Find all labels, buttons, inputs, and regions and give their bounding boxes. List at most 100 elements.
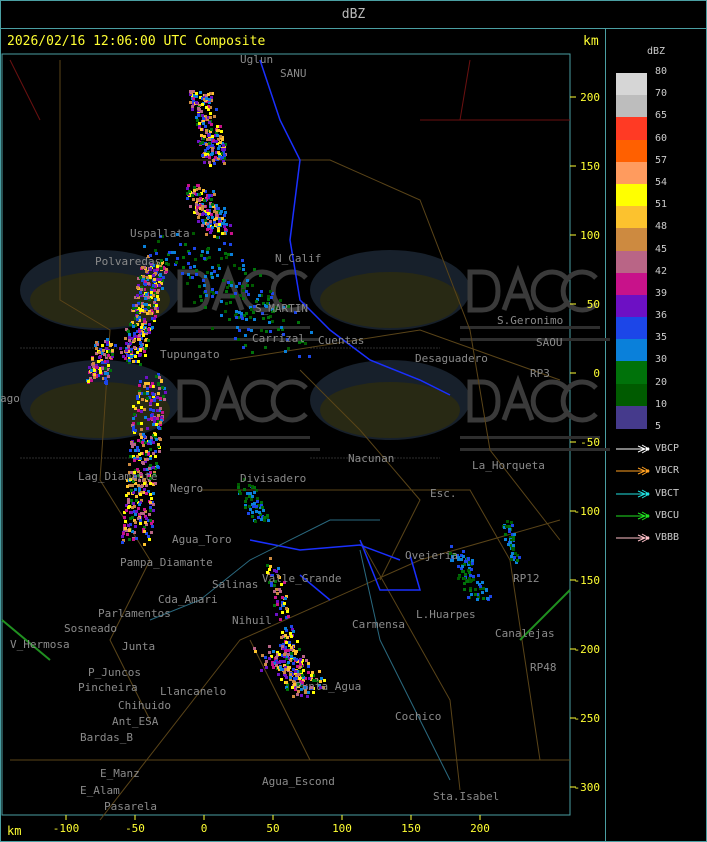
radar-echo xyxy=(264,656,267,659)
radar-echo xyxy=(210,128,213,131)
radar-echo xyxy=(191,108,194,111)
radar-echo xyxy=(284,636,287,639)
radar-echo xyxy=(510,539,513,542)
radar-echo xyxy=(162,276,165,279)
radar-echo xyxy=(160,267,163,270)
x-tick-label: -50 xyxy=(125,822,145,835)
radar-echo xyxy=(227,253,230,256)
radar-echo xyxy=(126,485,129,488)
radar-echo xyxy=(148,331,151,334)
radar-echo xyxy=(451,559,454,562)
radar-echo xyxy=(201,205,204,208)
radar-echo xyxy=(143,320,146,323)
radar-echo xyxy=(202,119,205,122)
radar-echo xyxy=(288,644,291,647)
radar-echo xyxy=(297,690,300,693)
radar-echo xyxy=(235,310,238,313)
radar-echo xyxy=(239,294,242,297)
radar-echo xyxy=(100,359,103,362)
legend-level-label: 57 xyxy=(655,154,668,166)
radar-echo xyxy=(137,470,140,473)
radar-echo xyxy=(143,310,146,313)
radar-echo xyxy=(105,356,108,359)
radar-echo xyxy=(130,511,133,514)
radar-echo xyxy=(509,536,512,539)
radar-echo xyxy=(312,687,315,690)
radar-echo xyxy=(153,399,156,402)
radar-echo xyxy=(246,492,249,495)
radar-echo xyxy=(301,674,304,677)
place-label: Nacunan xyxy=(348,452,394,465)
radar-echo xyxy=(123,516,126,519)
radar-echo xyxy=(249,492,252,495)
radar-echo xyxy=(199,96,202,99)
radar-echo xyxy=(91,357,94,360)
radar-echo xyxy=(296,693,299,696)
radar-echo xyxy=(150,309,153,312)
radar-echo xyxy=(279,590,282,593)
radar-echo xyxy=(283,660,286,663)
watermark-subtitle-bar xyxy=(170,448,320,451)
radar-echo xyxy=(106,350,109,353)
radar-echo xyxy=(140,337,143,340)
radar-echo xyxy=(146,427,149,430)
radar-echo xyxy=(189,205,192,208)
radar-echo xyxy=(211,149,214,152)
radar-echo xyxy=(276,600,279,603)
radar-echo xyxy=(238,316,241,319)
radar-echo xyxy=(511,524,514,527)
watermark-logo-icon xyxy=(320,272,460,328)
radar-echo xyxy=(268,581,271,584)
radar-echo xyxy=(253,305,256,308)
radar-echo xyxy=(215,108,218,111)
place-label: Parlamentos xyxy=(98,607,171,620)
radar-echo xyxy=(293,657,296,660)
radar-echo xyxy=(147,474,150,477)
radar-echo xyxy=(215,214,218,217)
radar-echo xyxy=(128,529,131,532)
radar-echo xyxy=(156,310,159,313)
place-label: Pasarela xyxy=(104,800,157,813)
radar-echo xyxy=(159,438,162,441)
radar-echo xyxy=(104,377,107,380)
radar-echo xyxy=(149,448,152,451)
radar-echo xyxy=(217,138,220,141)
radar-echo xyxy=(204,190,207,193)
radar-echo xyxy=(310,686,313,689)
radar-echo xyxy=(217,157,220,160)
radar-echo xyxy=(159,421,162,424)
radar-echo xyxy=(284,646,287,649)
radar-echo xyxy=(304,677,307,680)
place-label: Sta.Isabel xyxy=(433,790,499,803)
radar-echo xyxy=(253,318,256,321)
radar-echo xyxy=(302,655,305,658)
radar-echo xyxy=(204,275,207,278)
radar-echo xyxy=(147,442,150,445)
radar-echo xyxy=(144,510,147,513)
radar-echo xyxy=(275,659,278,662)
radar-echo xyxy=(208,101,211,104)
radar-echo xyxy=(205,106,208,109)
radar-echo xyxy=(259,513,262,516)
radar-echo xyxy=(133,413,136,416)
radar-echo xyxy=(153,417,156,420)
radar-echo xyxy=(505,525,508,528)
radar-echo xyxy=(293,683,296,686)
radar-range-line xyxy=(1,589,571,661)
radar-echo xyxy=(247,293,250,296)
radar-echo xyxy=(106,338,109,341)
radar-label: VBCR xyxy=(655,465,680,477)
radar-echo xyxy=(144,277,147,280)
radar-echo xyxy=(251,511,254,514)
radar-echo xyxy=(140,485,143,488)
radar-echo xyxy=(148,275,151,278)
radar-echo xyxy=(136,323,139,326)
radar-echo xyxy=(138,338,141,341)
radar-echo xyxy=(258,511,261,514)
radar-echo xyxy=(147,418,150,421)
radar-echo xyxy=(203,98,206,101)
radar-echo xyxy=(287,615,290,618)
radar-echo xyxy=(198,126,201,129)
radar-echo xyxy=(275,656,278,659)
